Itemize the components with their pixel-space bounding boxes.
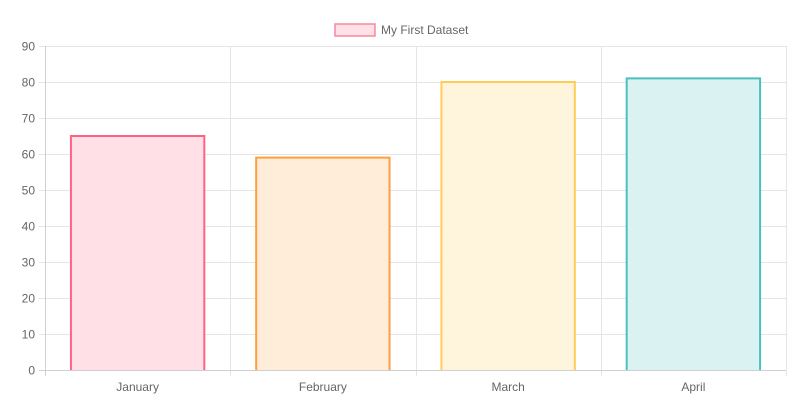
y-tick-label: 50 xyxy=(22,184,36,198)
legend[interactable]: My First Dataset xyxy=(334,23,469,37)
bar-outline xyxy=(440,81,576,370)
y-tick-label: 90 xyxy=(22,40,36,54)
legend-label[interactable]: My First Dataset xyxy=(381,23,469,37)
y-tick-label: 20 xyxy=(22,292,36,306)
y-tick-label: 70 xyxy=(22,112,36,126)
bar-january[interactable] xyxy=(70,136,205,370)
bar-outline xyxy=(255,156,391,370)
x-tick-label: March xyxy=(491,380,524,394)
bars xyxy=(69,77,762,371)
x-axis-ticks: January February March April xyxy=(116,380,705,394)
bar-outline xyxy=(625,77,762,370)
x-tick-label: January xyxy=(116,380,159,394)
y-axis-ticks: 0 10 20 30 40 50 60 70 80 90 xyxy=(22,40,36,378)
y-tick-label: 60 xyxy=(22,148,36,162)
axes xyxy=(45,46,786,371)
y-tick-label: 80 xyxy=(22,76,36,90)
y-tick-label: 30 xyxy=(22,256,36,270)
bar-april[interactable] xyxy=(626,78,761,371)
y-tick-label: 40 xyxy=(22,220,36,234)
x-tick-label: February xyxy=(299,380,347,394)
bar-february[interactable] xyxy=(256,157,390,370)
bar-outline xyxy=(69,135,206,370)
bar-march[interactable] xyxy=(441,82,575,370)
legend-swatch[interactable] xyxy=(334,23,376,37)
y-tick-label: 10 xyxy=(22,328,36,342)
y-tick-label: 0 xyxy=(28,364,35,378)
x-tick-label: April xyxy=(681,380,705,394)
